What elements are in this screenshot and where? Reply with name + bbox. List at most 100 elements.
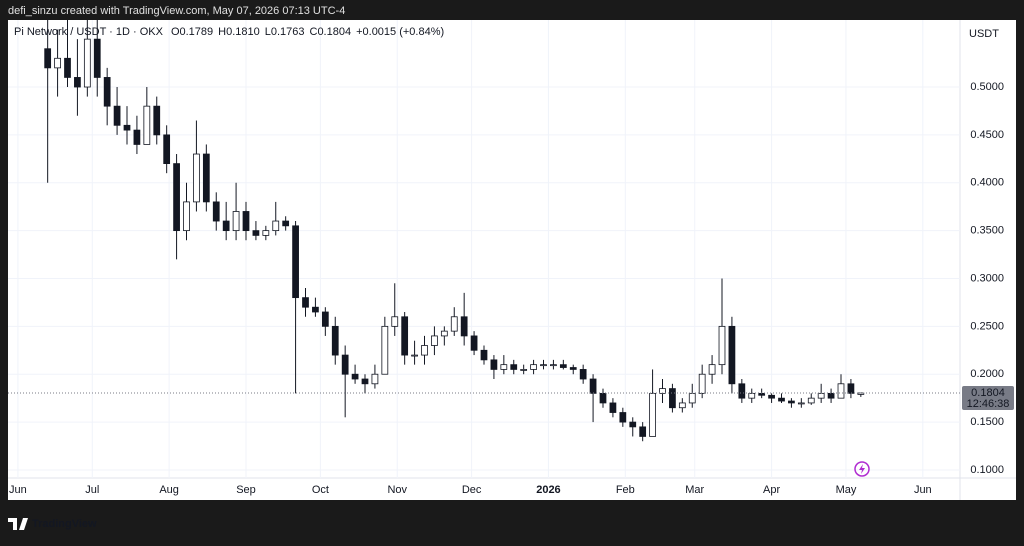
x-tick-label: Feb: [616, 484, 635, 496]
candle-body: [133, 129, 141, 145]
overlay: 0.1000 0.1500 0.2000 0.2500 0.3000 0.3500 0.40…: [9, 81, 1014, 496]
candle-body: [708, 364, 716, 375]
candle-body: [718, 325, 726, 366]
candle-body: [371, 373, 379, 385]
candle-body: [837, 383, 845, 399]
legend-value: H0.1810: [218, 26, 260, 38]
candle-body: [93, 38, 101, 78]
candle-body: [768, 394, 775, 399]
candle-body: [312, 306, 319, 313]
legend: Pi Network / USDT · 1D · OKX O0.1789 H0.1…: [14, 26, 444, 38]
candle-body: [282, 220, 290, 227]
currency: USDT: [969, 28, 999, 40]
candle-body: [500, 364, 508, 370]
candle-body: [807, 397, 815, 404]
x-tick-label: Sep: [236, 484, 256, 496]
candle-body: [242, 211, 250, 232]
x-tick-label: Jul: [85, 484, 99, 496]
x-tick-label: Mar: [685, 484, 704, 496]
candle-body: [302, 297, 309, 308]
y-tick-label: 0.3500: [970, 225, 1004, 237]
candle-body: [183, 201, 190, 232]
candle-body: [748, 392, 756, 399]
candle-body: [143, 105, 151, 145]
y-tick-label: 0.4000: [970, 177, 1004, 189]
candle-body: [321, 311, 329, 327]
candle-body: [758, 392, 766, 396]
logo-text: TradingView: [32, 518, 97, 530]
candle-body: [510, 364, 518, 370]
candle-body: [639, 426, 647, 437]
candle-body: [222, 220, 230, 232]
candle-body: [688, 392, 696, 404]
plot: [8, 20, 960, 478]
candle-body: [431, 335, 438, 346]
logo: TradingView: [8, 518, 97, 530]
y-tick-label: 0.1000: [970, 464, 1004, 476]
candle-body: [83, 38, 91, 88]
legend-value: L0.1763: [265, 26, 305, 38]
last-price-label: 0.1804: [971, 387, 1005, 399]
candle-body: [490, 359, 498, 370]
y-tick-label: 0.2000: [970, 368, 1004, 380]
x-tick-label: Aug: [159, 484, 179, 496]
candle-body: [113, 105, 121, 126]
x-tick-label: 2026: [536, 484, 560, 496]
candle-body: [599, 392, 607, 404]
candle-body: [788, 400, 795, 404]
candle-body: [202, 153, 210, 203]
candle-body: [559, 364, 567, 368]
y-tick-label: 0.3000: [970, 272, 1004, 284]
candle-body: [629, 421, 637, 428]
candle-body: [272, 220, 280, 232]
candle-body: [589, 378, 597, 394]
candle-body: [361, 378, 369, 385]
legend-value: O0.1789: [171, 26, 213, 38]
legend-value: +0.0015 (+0.84%): [356, 26, 444, 38]
y-tick-label: 0.5000: [970, 81, 1004, 93]
candle-body: [103, 77, 111, 107]
candle-body: [391, 316, 399, 327]
candle-body: [123, 124, 131, 131]
last-price-box: [962, 385, 1014, 410]
candle-body: [728, 325, 736, 385]
candle-body: [252, 230, 260, 236]
x-tick-label: Jun: [914, 484, 932, 496]
candle-body: [649, 392, 656, 437]
y-tick-label: 0.1500: [970, 416, 1004, 428]
candle-body: [401, 316, 409, 356]
candle-body: [738, 383, 746, 399]
x-tick-label: Apr: [763, 484, 780, 496]
candle-body: [262, 230, 270, 236]
candle-body: [381, 325, 389, 375]
chart-area: [8, 20, 1016, 500]
candle-body: [827, 392, 835, 399]
candle-body: [153, 105, 161, 136]
candle-body: [678, 402, 686, 409]
candle-body: [351, 373, 359, 380]
x-tick-label: May: [836, 484, 857, 496]
candle-body: [163, 134, 171, 165]
candle-body: [579, 369, 587, 380]
candle-body: [480, 349, 488, 361]
lightning-icon: [854, 461, 870, 477]
x-tick-label: Oct: [312, 484, 329, 496]
candle-body: [530, 364, 537, 370]
y-tick-label: 0.2500: [970, 320, 1004, 332]
y-tick-label: 0.4500: [970, 129, 1004, 141]
countdown: 12:46:38: [967, 398, 1010, 410]
candle-body: [778, 397, 785, 402]
x-tick-label: Dec: [462, 484, 482, 496]
x-tick-label: Jun: [9, 484, 27, 496]
candle-body: [331, 325, 339, 356]
candle-body: [669, 388, 676, 409]
candle-body: [232, 211, 240, 232]
candle-body: [212, 201, 220, 222]
candle-body: [440, 330, 448, 337]
candle-body: [470, 335, 478, 351]
candle-body: [817, 392, 825, 399]
caption: defi_sinzu created with TradingView.com,…: [8, 5, 345, 17]
candle-body: [540, 364, 547, 367]
candle-body: [609, 402, 617, 413]
candle-body: [44, 48, 52, 69]
